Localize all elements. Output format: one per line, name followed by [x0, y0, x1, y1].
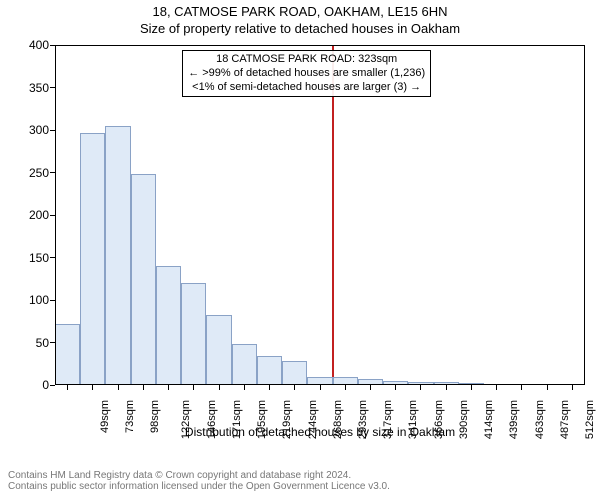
- footer-line2: Contains public sector information licen…: [8, 481, 592, 492]
- xtick: [320, 385, 321, 390]
- xtick: [67, 385, 68, 390]
- ytick-label: 50: [36, 336, 55, 350]
- xtick-label: 73sqm: [124, 400, 136, 433]
- xtick: [269, 385, 270, 390]
- xtick: [496, 385, 497, 390]
- ytick-label: 300: [29, 123, 55, 137]
- xtick-label: 390sqm: [458, 400, 470, 439]
- page-title-line1: 18, CATMOSE PARK ROAD, OAKHAM, LE15 6HN: [0, 0, 600, 19]
- xtick: [521, 385, 522, 390]
- xtick: [345, 385, 346, 390]
- chart-container: 18, CATMOSE PARK ROAD, OAKHAM, LE15 6HN …: [0, 0, 600, 500]
- xtick-label: 512sqm: [584, 400, 596, 439]
- xtick: [446, 385, 447, 390]
- xtick-label: 171sqm: [231, 400, 243, 439]
- xtick: [143, 385, 144, 390]
- xtick-label: 487sqm: [559, 400, 571, 439]
- plot-wrap: Number of detached properties 18 CATMOSE…: [0, 40, 600, 420]
- ytick-label: 150: [29, 251, 55, 265]
- xtick: [92, 385, 93, 390]
- xtick-label: 439sqm: [509, 400, 521, 439]
- plot-border: [55, 45, 585, 385]
- xtick-label: 195sqm: [256, 400, 268, 439]
- ytick-label: 400: [29, 38, 55, 52]
- xtick: [471, 385, 472, 390]
- ytick-label: 200: [29, 208, 55, 222]
- ytick-label: 0: [42, 378, 55, 392]
- xtick: [294, 385, 295, 390]
- xtick-label: 146sqm: [206, 400, 218, 439]
- plot-area: 18 CATMOSE PARK ROAD: 323sqm← >99% of de…: [55, 45, 585, 385]
- xtick-label: 122sqm: [180, 400, 192, 439]
- xtick: [547, 385, 548, 390]
- xtick-label: 49sqm: [99, 400, 111, 433]
- xtick: [420, 385, 421, 390]
- xtick: [118, 385, 119, 390]
- xtick: [370, 385, 371, 390]
- xtick-label: 268sqm: [332, 400, 344, 439]
- xtick-label: 341sqm: [408, 400, 420, 439]
- xtick: [244, 385, 245, 390]
- xtick: [219, 385, 220, 390]
- xtick-label: 317sqm: [382, 400, 394, 439]
- footer-line1: Contains HM Land Registry data © Crown c…: [8, 470, 592, 481]
- footer: Contains HM Land Registry data © Crown c…: [0, 464, 600, 500]
- page-title-line2: Size of property relative to detached ho…: [0, 19, 600, 36]
- xtick-label: 244sqm: [307, 400, 319, 439]
- xtick: [193, 385, 194, 390]
- xtick-label: 219sqm: [281, 400, 293, 439]
- xtick: [168, 385, 169, 390]
- xtick-label: 98sqm: [149, 400, 161, 433]
- xtick-label: 293sqm: [357, 400, 369, 439]
- ytick-label: 250: [29, 166, 55, 180]
- xtick-label: 366sqm: [433, 400, 445, 439]
- ytick-label: 100: [29, 293, 55, 307]
- xtick-label: 414sqm: [483, 400, 495, 439]
- ytick-label: 350: [29, 81, 55, 95]
- xtick: [572, 385, 573, 390]
- xtick-label: 463sqm: [534, 400, 546, 439]
- xtick: [395, 385, 396, 390]
